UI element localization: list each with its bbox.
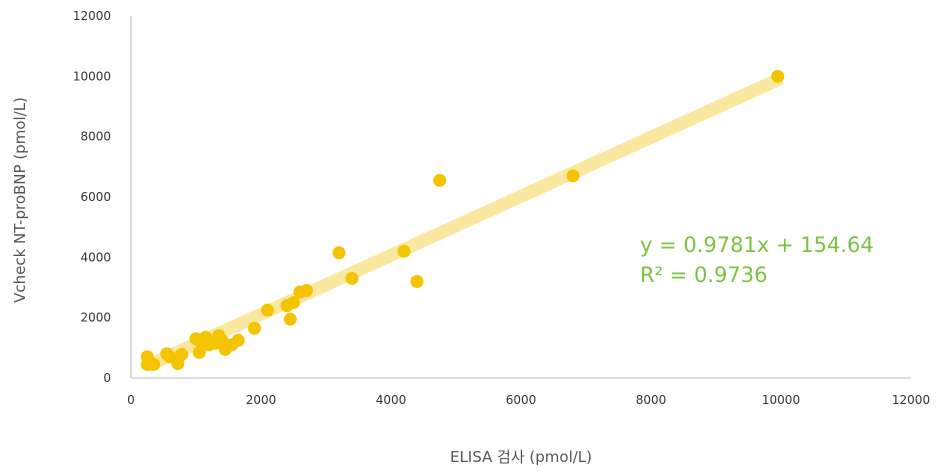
x-tick-label: 4000 bbox=[376, 393, 407, 407]
data-point bbox=[566, 169, 580, 183]
y-tick-label: 10000 bbox=[73, 69, 111, 83]
data-point bbox=[771, 69, 785, 83]
y-tick-label: 12000 bbox=[73, 9, 111, 23]
y-tick-labels: 0 2000 4000 6000 8000 10000 12000 bbox=[73, 9, 111, 385]
data-point bbox=[283, 312, 297, 326]
trendline-layer bbox=[144, 72, 784, 372]
trendline bbox=[144, 72, 784, 372]
y-tick-label: 6000 bbox=[80, 190, 111, 204]
data-point bbox=[345, 271, 359, 285]
x-tick-label: 12000 bbox=[892, 393, 930, 407]
data-point bbox=[397, 244, 411, 258]
data-point bbox=[231, 333, 245, 347]
trendline-equation: y = 0.9781x + 154.64 bbox=[640, 233, 874, 257]
x-tick-label: 10000 bbox=[762, 393, 800, 407]
data-point bbox=[261, 303, 274, 317]
x-tick-label: 8000 bbox=[636, 393, 667, 407]
data-point bbox=[433, 173, 447, 187]
data-point bbox=[248, 321, 261, 335]
x-tick-labels: 0 2000 4000 6000 8000 10000 12000 bbox=[127, 393, 930, 407]
x-tick-label: 6000 bbox=[506, 393, 537, 407]
axes bbox=[130, 16, 911, 379]
trendline-r-squared: R² = 0.9736 bbox=[640, 263, 767, 287]
data-point bbox=[147, 357, 161, 371]
data-point bbox=[332, 246, 346, 260]
y-axis-title: Vcheck NT-proBNP (pmol/L) bbox=[11, 97, 29, 303]
x-tick-label: 2000 bbox=[246, 393, 277, 407]
y-tick-label: 0 bbox=[103, 371, 111, 385]
data-point bbox=[300, 284, 313, 298]
data-points bbox=[140, 69, 785, 371]
data-point bbox=[287, 296, 300, 310]
y-tick-label: 2000 bbox=[80, 311, 111, 325]
data-point bbox=[410, 274, 424, 288]
y-tick-label: 8000 bbox=[80, 130, 111, 144]
y-tick-label: 4000 bbox=[80, 250, 111, 264]
x-axis-title: ELISA 검사 (pmol/L) bbox=[450, 448, 592, 466]
data-point bbox=[175, 347, 189, 361]
x-tick-label: 0 bbox=[127, 393, 135, 407]
